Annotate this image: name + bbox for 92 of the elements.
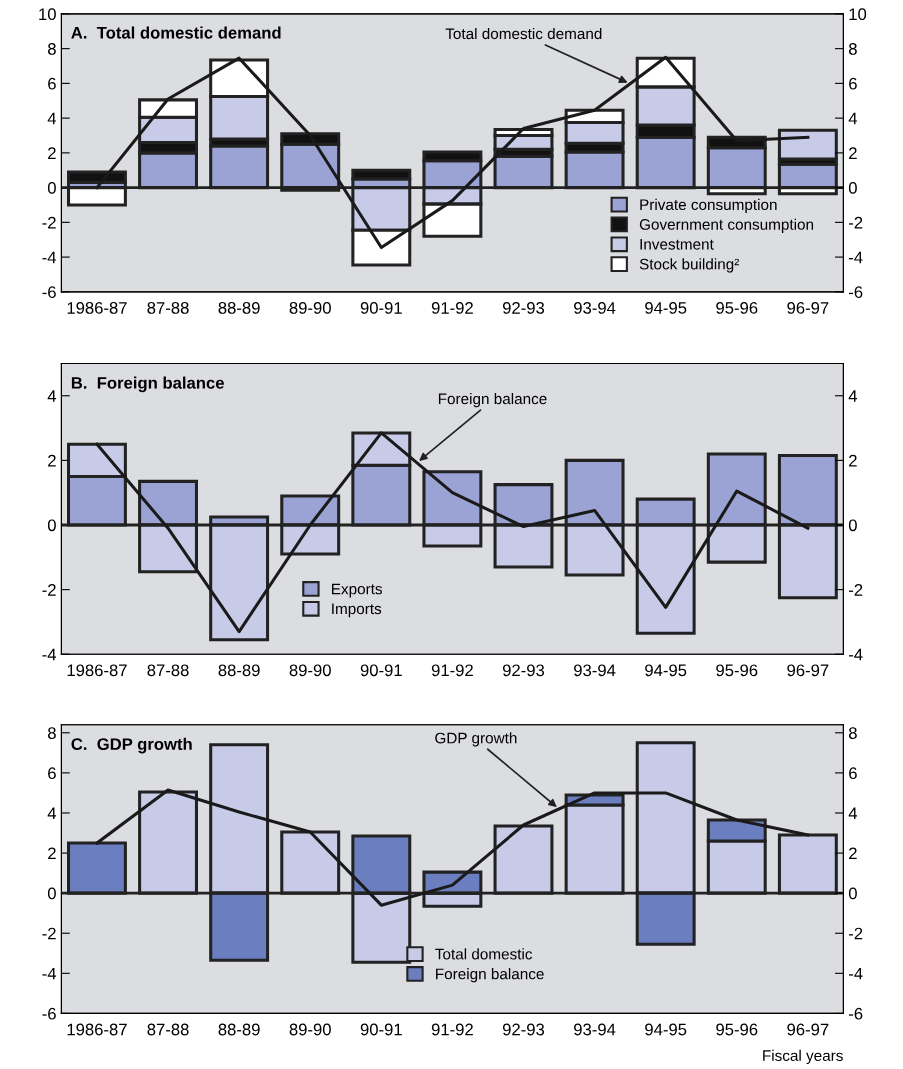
x-tick-label: 92-93	[502, 664, 545, 677]
y2-tick-label: 8	[848, 43, 857, 55]
text: Total domestic demand	[445, 27, 602, 40]
legend-label: Exports	[332, 583, 383, 598]
x-tick-label: 93-94	[574, 664, 616, 677]
x-tick-label: 94-95	[645, 302, 687, 314]
y2-tick-label: -2	[849, 927, 863, 940]
x-tick-label: 90-91	[360, 664, 402, 677]
y-tick-label: 6	[48, 767, 56, 780]
x-tick-label: 93-94	[574, 1023, 616, 1036]
legend-label: Private consumption	[640, 198, 777, 214]
y-tick-label: -6	[42, 286, 56, 299]
x-tick-label: 91-92	[431, 664, 473, 677]
y2-tick-label: -4	[849, 648, 863, 661]
x-tick-label: 1986-87	[67, 1023, 127, 1036]
x-tick-label: 95-96	[716, 302, 758, 314]
y-tick-label: 4	[47, 112, 57, 125]
y-tick-label: -2	[42, 216, 56, 229]
y-tick-label: 8	[48, 43, 56, 55]
y-tick-label: 10	[39, 8, 56, 21]
y2-tick-label: 4	[848, 807, 858, 820]
y2-tick-label: 10	[849, 8, 867, 21]
y-tick-label: -2	[42, 927, 56, 940]
y-tick-label: -4	[42, 251, 57, 264]
y2-tick-label: 6	[849, 77, 857, 90]
legend-label: Government consumption	[639, 218, 814, 233]
y2-tick-label: 2	[849, 847, 857, 860]
y2-tick-label: 4	[848, 390, 858, 402]
y2-tick-label: -2	[849, 216, 863, 229]
x-tick-label: 90-91	[360, 1023, 402, 1036]
text: B. Foreign balance	[71, 376, 224, 393]
x-tick-label: 93-94	[574, 302, 616, 314]
x-tick-label: 91-92	[431, 302, 473, 314]
x-axis-title: Fiscal years	[763, 1049, 843, 1065]
y-tick-label: -2	[42, 584, 56, 596]
y2-tick-label: 6	[849, 767, 857, 780]
x-tick-label: 88-89	[218, 302, 260, 314]
x-tick-label: 96-97	[787, 664, 829, 677]
x-tick-label: 87-88	[147, 302, 189, 314]
y2-tick-label: 0	[848, 182, 857, 194]
y-tick-label: -4	[42, 967, 57, 980]
y-tick-label: 6	[48, 77, 56, 90]
text: GDP growth	[435, 732, 517, 747]
y-tick-label: 2	[48, 454, 56, 467]
x-tick-label: 87-88	[147, 664, 189, 677]
x-tick-label: 88-89	[218, 1023, 260, 1036]
y2-tick-label: -4	[849, 967, 863, 980]
x-tick-label: 95-96	[716, 1023, 758, 1036]
y2-tick-label: 4	[848, 112, 858, 125]
x-tick-label: 89-90	[289, 664, 331, 677]
text: A. Total domestic demand	[71, 26, 281, 39]
y2-tick-label: -2	[849, 584, 863, 596]
y2-tick-label: -6	[849, 286, 863, 299]
y-tick-label: 8	[48, 727, 56, 739]
legend-label: Total domestic	[435, 948, 533, 960]
x-tick-label: 95-96	[716, 664, 758, 677]
x-tick-label: 89-90	[289, 1023, 331, 1036]
x-tick-label: 90-91	[360, 302, 402, 314]
y2-tick-label: -4	[849, 251, 863, 264]
y2-tick-label: 0	[848, 519, 857, 532]
y2-tick-label: 2	[849, 454, 857, 467]
y-tick-label: 0	[47, 182, 56, 194]
legend-label: Foreign balance	[436, 968, 544, 983]
x-tick-label: 92-93	[502, 302, 545, 314]
x-tick-label: 94-95	[645, 664, 687, 677]
x-tick-label: 1986-87	[67, 302, 127, 314]
y-tick-label: 4	[47, 807, 57, 820]
text: Foreign balance	[438, 393, 547, 408]
text: C. GDP growth	[71, 737, 192, 754]
y-tick-label: 2	[48, 847, 56, 860]
x-tick-label: 89-90	[289, 302, 331, 314]
x-tick-label: 1986-87	[67, 664, 127, 677]
y2-tick-label: 2	[849, 147, 857, 159]
x-tick-label: 92-93	[502, 1023, 545, 1036]
legend-label: Investment	[640, 239, 714, 250]
x-tick-label: 96-97	[787, 1023, 829, 1036]
y-tick-label: 2	[48, 147, 56, 159]
legend-label: Stock building²	[639, 258, 740, 273]
x-tick-label: 91-92	[431, 1023, 473, 1036]
y2-tick-label: -6	[849, 1007, 863, 1020]
y-tick-label: 0	[47, 519, 56, 532]
y2-tick-label: 0	[848, 887, 857, 900]
y2-tick-label: 8	[848, 727, 857, 739]
x-tick-label: 87-88	[147, 1023, 189, 1036]
y-tick-label: -4	[42, 648, 57, 661]
x-tick-label: 88-89	[218, 664, 260, 677]
y-tick-label: -6	[42, 1007, 56, 1020]
y-tick-label: 0	[47, 887, 56, 900]
x-tick-label: 96-97	[787, 302, 829, 314]
y-tick-label: 4	[47, 390, 57, 402]
x-tick-label: 94-95	[645, 1023, 687, 1036]
legend-label: Imports	[332, 603, 382, 618]
